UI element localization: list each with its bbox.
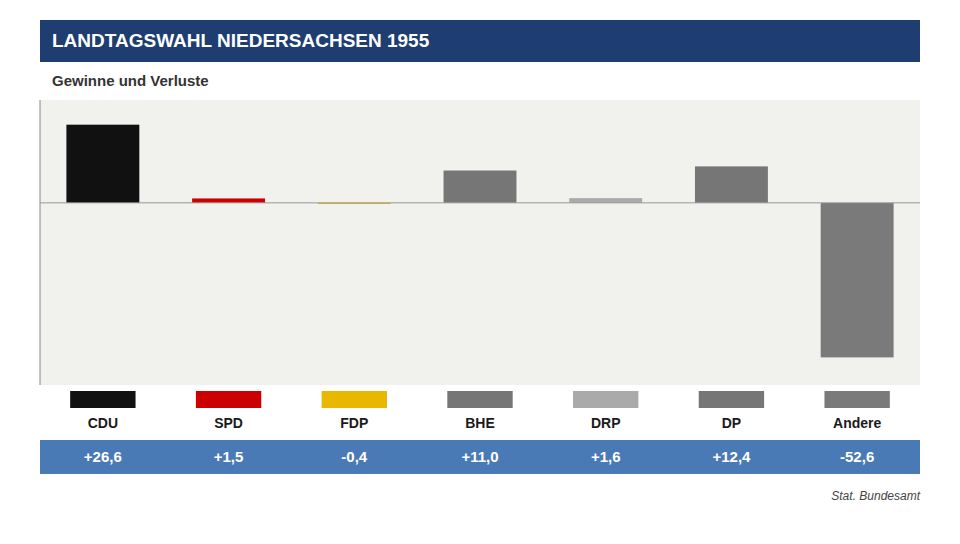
- data-label: -0,4: [341, 448, 368, 465]
- subtitle: Gewinne und Verluste: [52, 72, 209, 89]
- swatch: [322, 391, 387, 408]
- data-label: +11,0: [461, 448, 498, 465]
- bar: [192, 198, 265, 202]
- y-axis-line: [40, 100, 41, 385]
- data-label: +1,6: [591, 448, 621, 465]
- bar: [695, 166, 768, 202]
- category-label: Andere: [833, 415, 881, 431]
- title: LANDTAGSWAHL NIEDERSACHSEN 1955: [52, 30, 430, 51]
- zero-line: [40, 202, 920, 203]
- data-label: -52,6: [840, 448, 874, 465]
- swatch: [70, 391, 135, 408]
- data-label: +1,5: [214, 448, 244, 465]
- value-bar: [40, 440, 920, 474]
- data-label: +12,4: [712, 448, 751, 465]
- bar: [821, 203, 894, 358]
- source: Stat. Bundesamt: [831, 489, 920, 503]
- bar: [66, 125, 139, 203]
- category-label: CDU: [88, 415, 118, 431]
- category-label: BHE: [465, 415, 495, 431]
- data-label: +26,6: [84, 448, 122, 465]
- swatch: [699, 391, 764, 408]
- category-label: DRP: [591, 415, 621, 431]
- category-label: FDP: [340, 415, 368, 431]
- swatch: [573, 391, 638, 408]
- chart: LANDTAGSWAHL NIEDERSACHSEN 1955 Gewinne u…: [0, 0, 960, 544]
- bar: [444, 171, 517, 203]
- category-label: DP: [722, 415, 741, 431]
- bars: [66, 125, 893, 358]
- swatch: [447, 391, 512, 408]
- bar: [569, 198, 642, 203]
- plot-background: [40, 100, 920, 385]
- swatch: [824, 391, 889, 408]
- title-bar: [40, 20, 920, 62]
- category-label: SPD: [214, 415, 243, 431]
- swatch: [196, 391, 261, 408]
